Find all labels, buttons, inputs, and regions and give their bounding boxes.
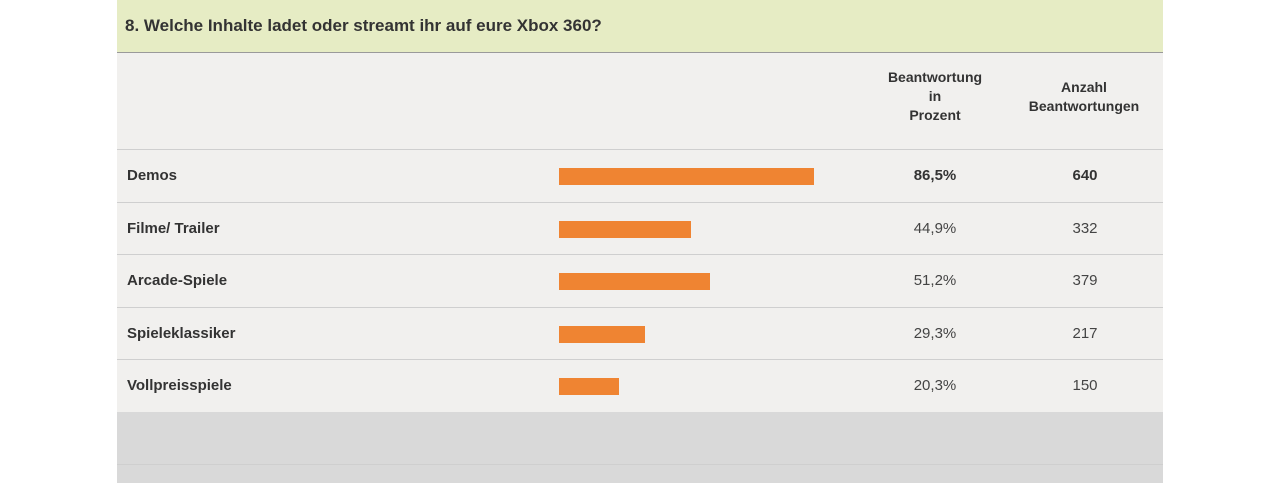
count-value: 332 xyxy=(1072,220,1098,237)
percent-value: 29,3% xyxy=(913,325,957,342)
column-header-count: Anzahl Beantwortungen xyxy=(1009,78,1159,116)
count-value: 217 xyxy=(1072,325,1098,342)
survey-panel: 8. Welche Inhalte ladet oder streamt ihr… xyxy=(117,0,1163,483)
table-row: Filme/ Trailer 44,9% 332 xyxy=(117,202,1163,255)
count-value: 150 xyxy=(1072,377,1098,394)
results-table: Beantwortung in Prozent Anzahl Beantwort… xyxy=(117,53,1163,465)
column-header-count-line2: Beantwortungen xyxy=(1028,98,1140,114)
bar-mark xyxy=(559,168,814,185)
question-title: 8. Welche Inhalte ladet oder streamt ihr… xyxy=(125,16,602,35)
table-divider xyxy=(117,464,1163,465)
column-header-percent-line2: in xyxy=(928,88,942,104)
bar-mark xyxy=(559,326,645,343)
row-label: Arcade-Spiele xyxy=(127,272,228,289)
row-label: Filme/ Trailer xyxy=(127,220,220,237)
column-header-percent-line3: Prozent xyxy=(909,107,961,123)
percent-value: 44,9% xyxy=(913,220,957,237)
bar-mark xyxy=(559,221,691,238)
column-header-percent-line1: Beantwortung xyxy=(887,69,983,85)
row-label: Vollpreisspiele xyxy=(127,377,232,394)
table-row: Demos 86,5% 640 xyxy=(117,149,1163,202)
percent-value: 51,2% xyxy=(913,272,957,289)
column-header-percent: Beantwortung in Prozent xyxy=(867,68,1003,125)
row-label: Demos xyxy=(127,167,178,184)
bar-mark xyxy=(559,378,619,395)
row-label: Spieleklassiker xyxy=(127,325,236,342)
table-row: Vollpreisspiele 20,3% 150 xyxy=(117,359,1163,412)
percent-value: 86,5% xyxy=(913,167,957,184)
table-row: Arcade-Spiele 51,2% 379 xyxy=(117,254,1163,307)
question-header: 8. Welche Inhalte ladet oder streamt ihr… xyxy=(117,0,1163,53)
count-value: 379 xyxy=(1072,272,1098,289)
percent-value: 20,3% xyxy=(913,377,957,394)
bar-mark xyxy=(559,273,710,290)
column-header-count-line1: Anzahl xyxy=(1061,79,1107,95)
table-row: Spieleklassiker 29,3% 217 xyxy=(117,307,1163,360)
count-value: 640 xyxy=(1072,167,1098,184)
